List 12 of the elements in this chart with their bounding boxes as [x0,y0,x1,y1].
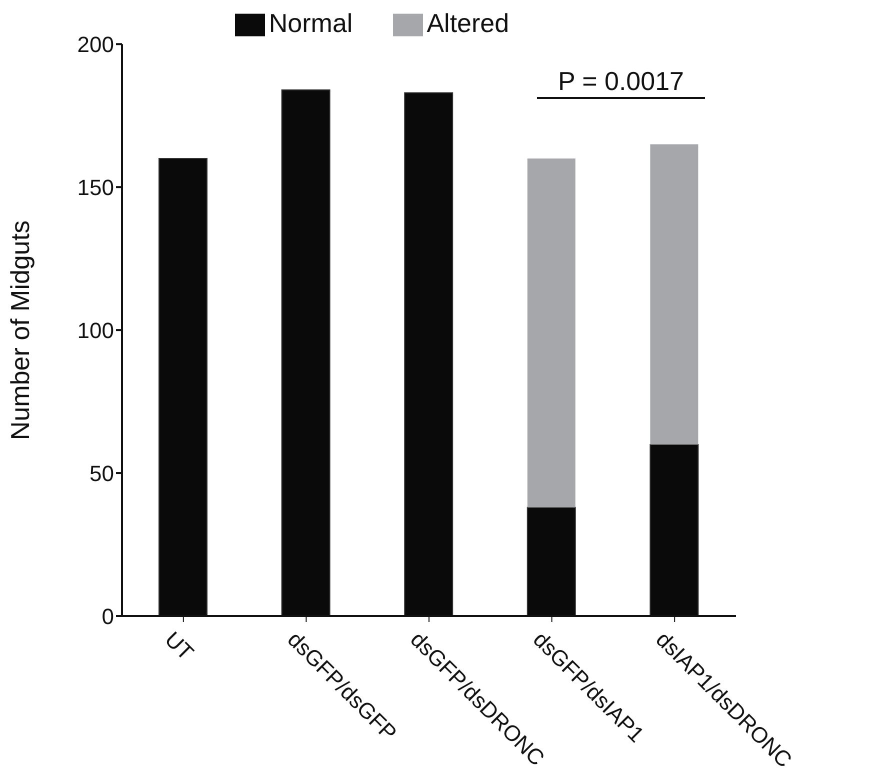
bar [650,144,698,444]
legend-label: Normal [268,8,353,38]
x-tick-label: UT [160,626,198,666]
y-tick-label: 100 [77,318,114,343]
y-tick-label: 200 [77,32,114,57]
y-axis-title: Number of Midguts [5,220,36,440]
y-tick-label: 50 [90,460,114,486]
y-tick-label: 150 [77,174,114,200]
bar [527,158,576,508]
y-tick-label: 0 [102,604,114,629]
annotation: P = 0.0017 [556,66,686,97]
legend-label: Altered [426,8,510,38]
